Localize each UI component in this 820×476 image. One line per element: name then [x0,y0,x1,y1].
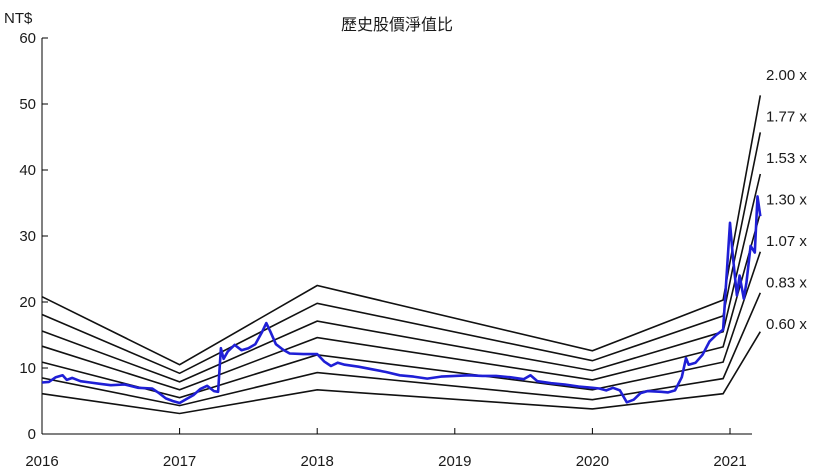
band-labels: 2.00 x 1.77 x 1.53 x 1.30 x 1.07 x 0.83 x 0.60… [766,67,807,333]
y-tick-label: 60 [19,30,36,47]
band-line [41,132,762,375]
price-line [41,195,762,405]
band-label: 1.07 x [766,233,807,250]
x-tick-label: 2019 [438,453,471,470]
y-tick-label: 20 [19,294,36,311]
axes: 0 10 20 30 40 50 60 2016 2017 2018 2019 2020 2021 [19,30,752,470]
band-line [41,173,762,383]
x-tick-label: 2016 [25,453,58,470]
band-line [41,331,761,415]
price-series [41,195,762,405]
band-label: 0.83 x [766,275,807,292]
y-tick-label: 0 [28,426,36,443]
x-tick-label: 2018 [301,453,334,470]
x-tick-label: 2021 [713,453,746,470]
band-line [41,95,762,366]
band-label: 0.60 x [766,316,807,333]
band-label: 2.00 x [766,67,807,84]
band-line [41,212,762,391]
band-label: 1.53 x [766,150,807,167]
band-label: 1.77 x [766,109,807,126]
band-label: 1.30 x [766,192,807,209]
y-tick-label: 30 [19,228,36,245]
y-tick-label: 50 [19,96,36,113]
y-axis-unit-label: NT$ [4,10,33,27]
y-tick-label: 40 [19,162,36,179]
band-lines [41,95,762,415]
chart-title: 歷史股價淨值比 [341,15,453,34]
x-tick-label: 2017 [163,453,196,470]
band-line [41,292,762,407]
y-tick-label: 10 [19,360,36,377]
x-tick-label: 2020 [576,453,609,470]
